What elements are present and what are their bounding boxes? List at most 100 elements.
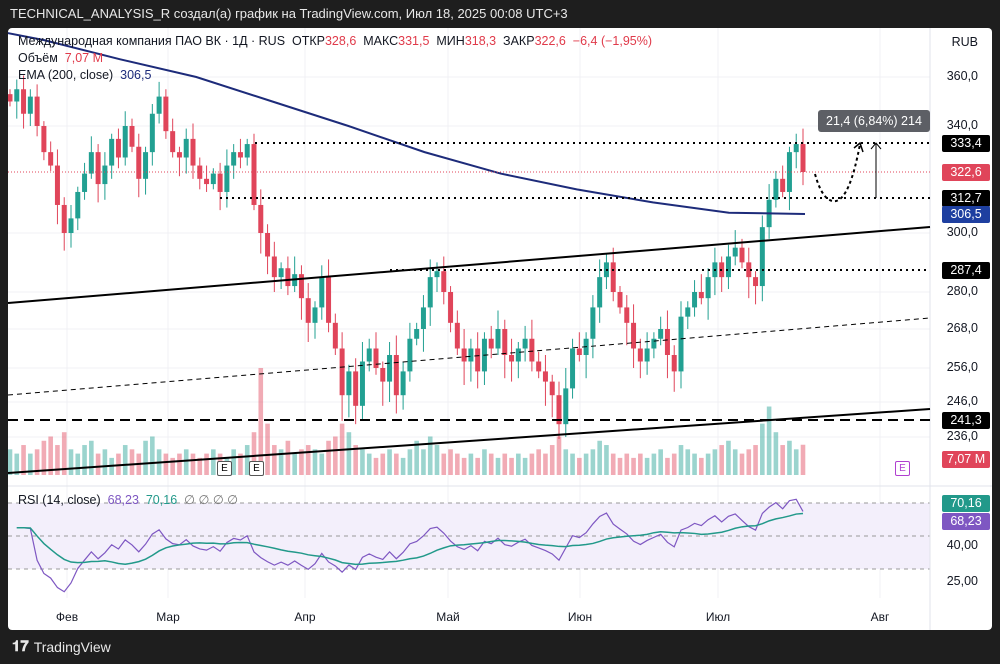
candle-body (217, 173, 223, 192)
time-axis-label: Мар (156, 610, 180, 624)
candle-body (393, 355, 399, 396)
candle-body (373, 348, 379, 368)
chart-card[interactable]: Международная компания ПАО ВК · 1Д · RUS… (8, 28, 992, 630)
candle-body (353, 371, 359, 406)
symbol-name[interactable]: Международная компания ПАО ВК · 1Д · RUS (18, 34, 286, 48)
volume-bar (604, 445, 609, 475)
candle-body (244, 144, 250, 158)
volume-bar (122, 445, 128, 475)
candle-body (258, 204, 264, 233)
volume-bar (800, 444, 806, 475)
earnings-marker[interactable]: E (217, 461, 232, 476)
change-value: −6,4 (−1,95%) (572, 34, 653, 48)
candle-body (556, 395, 562, 425)
earnings-marker[interactable]: E (895, 461, 910, 476)
candle-body (359, 361, 365, 406)
projection-arrowhead (853, 141, 864, 153)
candle-body (95, 152, 101, 185)
volume-bar (55, 445, 60, 475)
time-axis-label: Май (436, 610, 460, 624)
volume-bar (366, 453, 372, 475)
volume-bar (163, 453, 169, 475)
candle-body (576, 348, 582, 355)
candle-body (197, 165, 203, 179)
candle-body (515, 348, 521, 362)
candle-body (570, 348, 576, 389)
volume-bar (231, 449, 236, 475)
open-label: ОТКР (292, 34, 325, 48)
candle-body (549, 381, 555, 396)
candle-body (210, 173, 216, 185)
volume-bar (773, 432, 779, 475)
volume-bar (705, 453, 711, 475)
candle-body (488, 338, 494, 349)
rsi-legend[interactable]: RSI (14, close) 68,23 70,16 ∅ ∅ ∅ ∅ (18, 492, 238, 507)
price-axis-label: 268,0 (946, 321, 978, 335)
price-tag: 322,6 (942, 164, 990, 181)
volume-bar (502, 453, 508, 475)
tv-logo-icon: 𝟏𝟕 (12, 638, 29, 655)
volume-legend[interactable]: Объём 7,07 M (18, 51, 103, 65)
volume-bar (427, 436, 433, 475)
volume-bar (150, 436, 155, 475)
rsi-tag: 70,16 (942, 495, 990, 512)
candle-body (176, 152, 182, 158)
earnings-marker[interactable]: E (249, 461, 264, 476)
price-axis-label: 360,0 (946, 69, 978, 83)
volume-bar (760, 423, 765, 475)
candle-body (298, 274, 304, 299)
volume-bar (455, 453, 460, 475)
rsi-line (16, 498, 804, 593)
candle-body (495, 329, 501, 349)
volume-bar (516, 453, 521, 475)
candle-body (773, 178, 779, 200)
ema-label: EMA (200, close) (18, 68, 114, 82)
volume-bar (285, 440, 291, 475)
candle-body (590, 307, 596, 339)
price-tag: 333,4 (942, 135, 990, 152)
candle-body (265, 233, 271, 257)
candle-body (115, 138, 121, 158)
candle-body (698, 292, 704, 299)
candle-body (529, 338, 535, 362)
volume-bar (400, 457, 406, 475)
volume-bar (251, 432, 257, 475)
candle-body (237, 152, 243, 158)
measure-arrowhead (870, 142, 882, 150)
volume-bar (299, 449, 304, 475)
candle-body (441, 271, 447, 292)
volume-value: 7,07 M (64, 51, 103, 65)
candle-body (692, 292, 698, 308)
volume-bar (129, 449, 135, 475)
candle-body (644, 348, 650, 362)
chart-canvas[interactable] (8, 28, 992, 630)
volume-bar (434, 445, 440, 475)
volume-bar (333, 436, 338, 475)
volume-bar (522, 457, 528, 475)
price-tag: 241,3 (942, 412, 990, 429)
volume-bar (671, 453, 677, 475)
volume-bar (617, 457, 623, 475)
volume-bar (211, 449, 216, 475)
volume-bar (89, 440, 94, 475)
candle-body (610, 262, 616, 292)
candle-body (725, 256, 731, 278)
low-label: МИН (436, 34, 465, 48)
ema-legend[interactable]: EMA (200, close) 306,5 (18, 68, 151, 82)
ema-200-line (8, 32, 806, 215)
candle-body (122, 126, 128, 158)
candle-body (149, 113, 155, 153)
time-axis-label: Июн (567, 610, 593, 624)
volume-bar (414, 440, 419, 475)
volume-bar (380, 453, 386, 475)
tradingview-logo[interactable]: 𝟏𝟕 TradingView (12, 638, 111, 655)
volume-bar (658, 449, 663, 475)
candle-body (34, 96, 40, 126)
candle-body (759, 227, 765, 287)
price-axis-label: 236,0 (946, 429, 978, 443)
currency-button[interactable]: RUB (951, 35, 978, 49)
candle-body (685, 307, 691, 317)
volume-bar (278, 449, 284, 475)
volume-bar (305, 445, 311, 475)
volume-bar (678, 445, 684, 475)
